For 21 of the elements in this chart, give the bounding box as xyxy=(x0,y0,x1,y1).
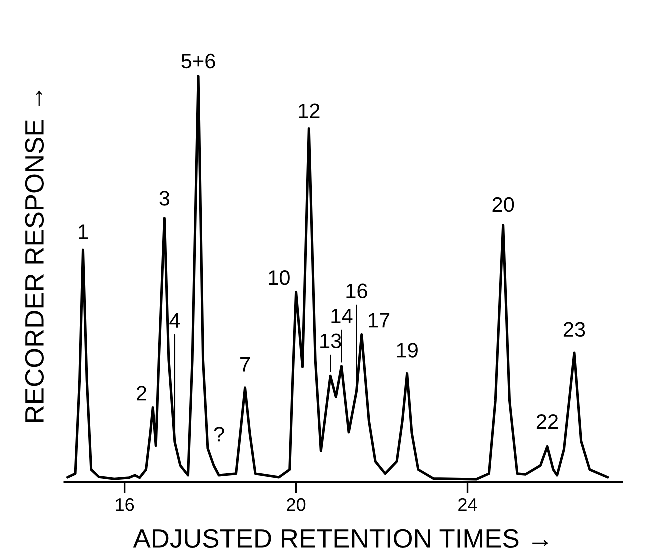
annotation: 3 xyxy=(160,191,170,206)
annotation: 19 xyxy=(397,343,418,358)
annotation: 5+6 xyxy=(182,54,216,69)
x-tick-label: 20 xyxy=(287,498,306,512)
y-axis-title: RECORDER RESPONSE → xyxy=(25,90,44,422)
annotation: 10 xyxy=(269,270,290,286)
annotation: 1 xyxy=(79,224,88,240)
x-axis-title: ADJUSTED RETENTION TIMES → xyxy=(133,529,548,548)
annotation: 7 xyxy=(240,357,250,372)
x-tick-label: 24 xyxy=(458,498,478,512)
annotation: 16 xyxy=(346,284,368,299)
x-tick-label: 16 xyxy=(116,498,134,512)
annotation: 22 xyxy=(536,414,558,430)
annotation: 14 xyxy=(332,309,353,324)
annotation: 20 xyxy=(492,197,514,212)
annotation: 2 xyxy=(137,386,147,401)
annotation: 4 xyxy=(170,314,180,328)
annotation: 23 xyxy=(564,322,586,338)
annotation: 12 xyxy=(299,104,320,118)
annotation: ? xyxy=(214,427,224,442)
annotation: 17 xyxy=(369,313,390,328)
